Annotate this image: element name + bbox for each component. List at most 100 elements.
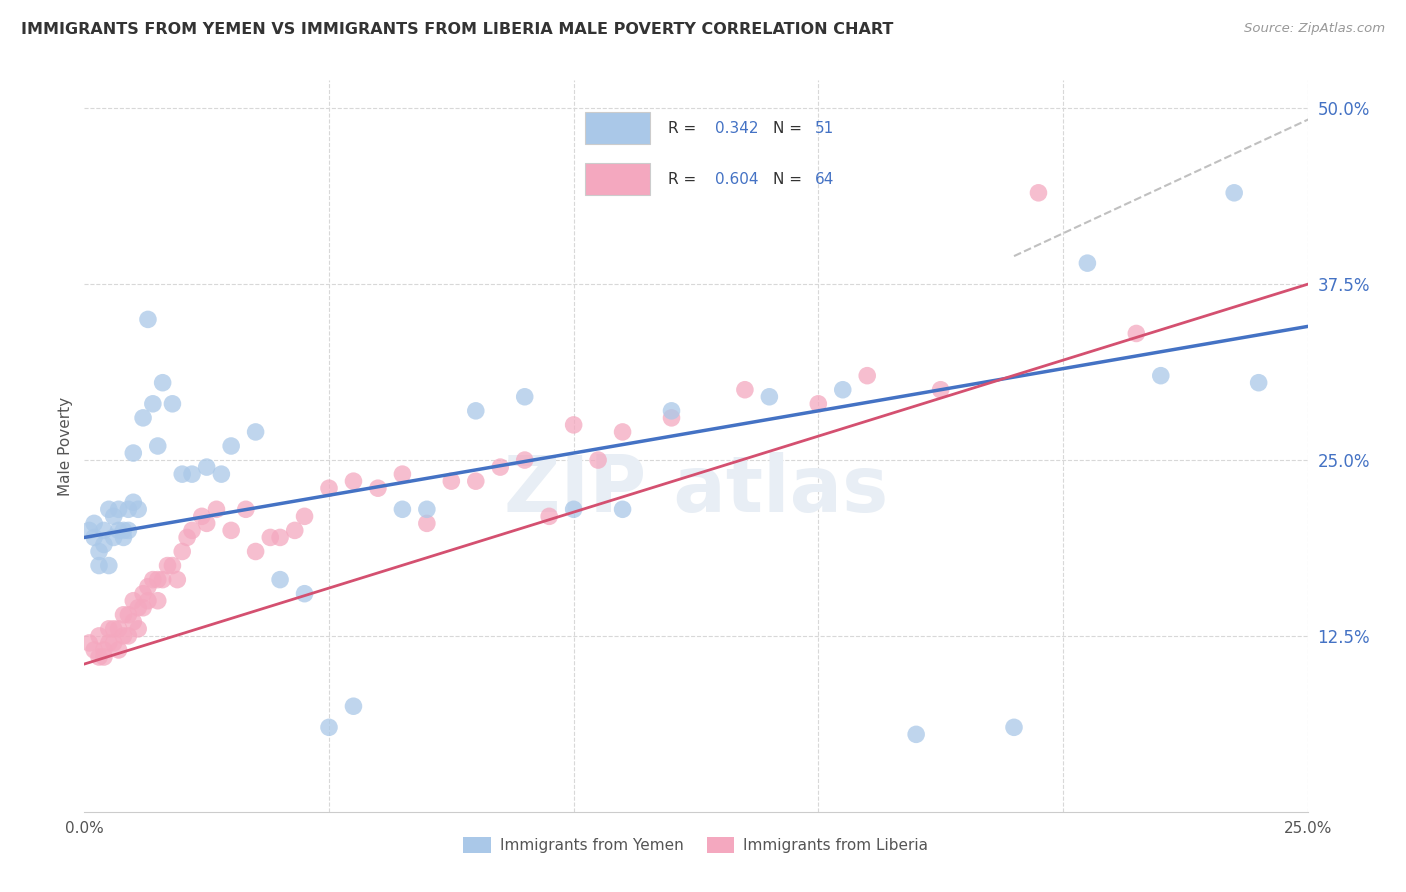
Point (156, 558, 179, 573)
Point (87, 558, 110, 573)
Point (219, 524, 242, 538)
Point (807, 397, 830, 411)
Point (132, 600, 155, 615)
Point (195, 516, 218, 531)
Point (391, 502, 413, 516)
Point (219, 439, 242, 453)
Point (416, 516, 439, 531)
Point (122, 495, 145, 509)
Point (1002, 720, 1025, 734)
Point (181, 467, 204, 482)
Point (513, 390, 536, 404)
Point (269, 573, 291, 587)
Point (294, 587, 316, 601)
Point (142, 397, 165, 411)
Point (83, 516, 105, 531)
Point (117, 607, 139, 622)
Point (87, 650, 110, 665)
Point (538, 509, 561, 524)
Point (245, 425, 267, 439)
Point (142, 573, 165, 587)
Point (318, 720, 340, 734)
Point (93, 643, 115, 657)
Point (758, 390, 780, 404)
Point (235, 502, 257, 516)
Point (284, 524, 307, 538)
Point (181, 524, 204, 538)
Point (136, 593, 159, 607)
Point (83, 530, 105, 544)
Point (259, 530, 281, 544)
Point (318, 481, 340, 495)
Point (152, 376, 174, 390)
Point (1076, 256, 1098, 270)
Point (905, 727, 928, 741)
Point (1223, 186, 1246, 200)
Point (166, 573, 188, 587)
Point (77, 524, 100, 538)
Point (294, 509, 316, 524)
Point (856, 368, 879, 383)
Point (440, 474, 463, 488)
Point (117, 629, 139, 643)
Point (162, 558, 184, 573)
Point (122, 593, 145, 607)
Point (146, 593, 169, 607)
Point (172, 544, 194, 558)
Point (734, 383, 756, 397)
Point (117, 524, 139, 538)
Point (93, 524, 115, 538)
Point (195, 460, 218, 475)
Point (162, 397, 184, 411)
Point (586, 453, 609, 467)
Point (342, 474, 364, 488)
Point (831, 383, 853, 397)
Point (416, 502, 439, 516)
Legend: Immigrants from Yemen, Immigrants from Liberia: Immigrants from Yemen, Immigrants from L… (457, 830, 935, 859)
Point (136, 312, 159, 326)
Point (103, 636, 125, 650)
Point (93, 537, 115, 551)
Point (132, 410, 155, 425)
Point (209, 467, 232, 482)
Point (103, 509, 125, 524)
Point (83, 643, 105, 657)
Point (97, 622, 120, 636)
Point (1247, 376, 1270, 390)
Point (107, 502, 129, 516)
Point (612, 502, 634, 516)
Point (136, 580, 159, 594)
Point (152, 573, 174, 587)
Y-axis label: Male Poverty: Male Poverty (58, 396, 73, 496)
Point (112, 524, 135, 538)
Point (107, 524, 129, 538)
Point (929, 383, 952, 397)
Point (612, 425, 634, 439)
Point (513, 453, 536, 467)
Point (87, 544, 110, 558)
Point (172, 467, 194, 482)
Point (146, 439, 169, 453)
Point (245, 544, 267, 558)
Point (489, 460, 512, 475)
Point (107, 622, 129, 636)
Point (112, 530, 135, 544)
Point (97, 558, 120, 573)
Point (464, 404, 486, 418)
Point (191, 509, 214, 524)
Point (97, 636, 120, 650)
Point (103, 622, 125, 636)
Point (117, 502, 139, 516)
Point (1125, 326, 1147, 341)
Point (562, 417, 585, 432)
Point (176, 530, 198, 544)
Point (661, 410, 683, 425)
Text: ZIP atlas: ZIP atlas (503, 452, 889, 528)
Point (1028, 186, 1050, 200)
Point (87, 629, 110, 643)
Point (562, 502, 585, 516)
Point (269, 530, 291, 544)
Point (205, 502, 228, 516)
Point (77, 636, 100, 650)
Point (464, 474, 486, 488)
